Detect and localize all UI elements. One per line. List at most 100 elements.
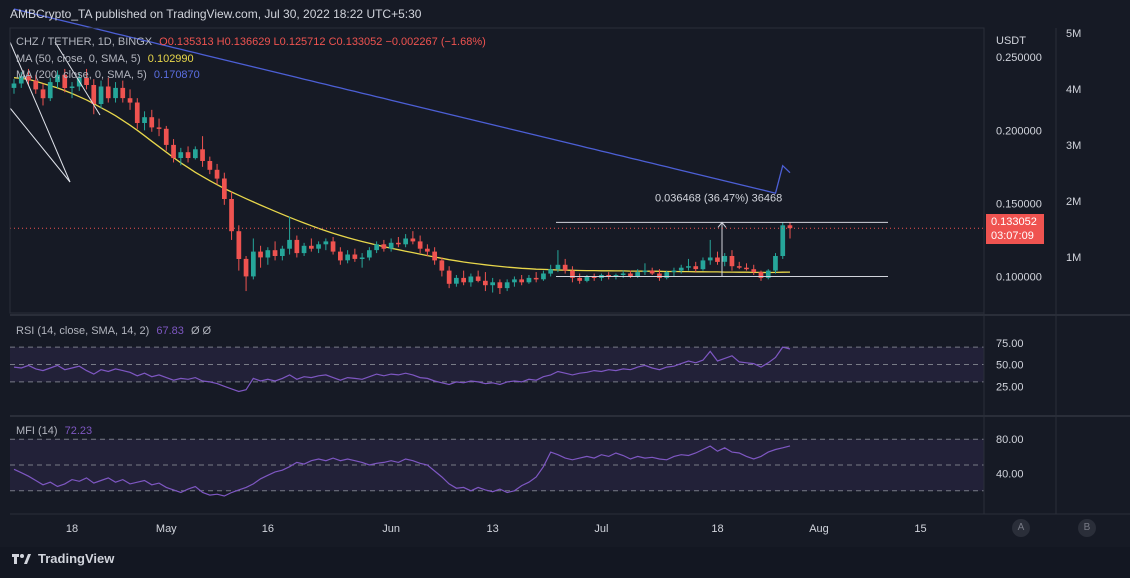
- time-tick-label: 16: [262, 523, 274, 535]
- candle-body: [446, 270, 452, 284]
- candle-body: [461, 277, 466, 283]
- candle-body: [657, 273, 662, 278]
- candle-body: [512, 279, 517, 283]
- candle-body: [214, 169, 220, 179]
- drawing-overlays: 0.036468 (36.47%) 36468: [9, 41, 984, 277]
- candle-body: [483, 280, 488, 286]
- measure-label: 0.036468 (36.47%) 36468: [655, 192, 782, 204]
- price-tick-label: 0.200000: [996, 125, 1042, 137]
- candle-body: [359, 257, 365, 259]
- mfi-line: [13, 445, 791, 497]
- rsi-pane: 75.00 50.00 25.00: [10, 338, 1024, 393]
- candle-body: [526, 277, 532, 283]
- rsi-line: [13, 346, 791, 393]
- candle-body: [707, 257, 713, 261]
- candle-body: [84, 77, 89, 85]
- mfi-legend[interactable]: MFI (14) 72.23: [16, 425, 92, 437]
- ma50-legend[interactable]: MA (50, close, 0, SMA, 5) 0.102990: [16, 53, 194, 65]
- candle-body: [729, 256, 735, 267]
- volume-tick-label: 4M: [1066, 84, 1081, 96]
- mfi-value: 72.23: [64, 425, 93, 437]
- time-tick-label: May: [156, 523, 177, 535]
- mfi-axis-label: 80.00: [996, 434, 1024, 446]
- candle-body: [693, 266, 699, 270]
- time-tick-label: 18: [66, 523, 78, 535]
- trendline-drawing: [9, 41, 71, 183]
- candle-body: [40, 89, 46, 99]
- candle-body: [156, 127, 162, 129]
- candle-body: [258, 251, 263, 258]
- candle-body: [171, 144, 176, 159]
- candle-body: [606, 275, 611, 277]
- price-axis: USDT 0.100000 0.150000 0.200000 0.250000: [996, 35, 1042, 283]
- candle-body: [417, 241, 423, 249]
- candlestick-series: [11, 68, 793, 294]
- time-tick-label: 15: [914, 523, 926, 535]
- scale-b-button[interactable]: B: [1078, 519, 1096, 537]
- ma50-value: 0.102990: [147, 53, 194, 65]
- price-tick-label: 0.100000: [996, 271, 1042, 283]
- candle-body: [26, 76, 31, 81]
- chart-canvas[interactable]: USDT 0.100000 0.150000 0.200000 0.250000 5M 4…: [0, 0, 1130, 547]
- ma50-label: MA (50, close, 0, SMA, 5): [16, 53, 141, 65]
- candle-body: [570, 270, 575, 278]
- candle-body: [280, 248, 285, 256]
- candle-body: [222, 178, 227, 199]
- candle-body: [584, 276, 590, 281]
- candle-body: [113, 87, 118, 99]
- ma200-legend[interactable]: MA (200, close, 0, SMA, 5) 0.170870: [16, 69, 200, 81]
- candle-body: [396, 242, 401, 245]
- auto-scale-button[interactable]: A: [1012, 519, 1030, 537]
- candle-body: [425, 248, 430, 252]
- rsi-axis-label: 50.00: [996, 360, 1024, 372]
- candle-body: [642, 270, 648, 273]
- rsi-axis-label: 75.00: [996, 338, 1024, 350]
- brand-name: TradingView: [38, 551, 115, 566]
- candle-body: [323, 241, 329, 245]
- candle-body: [149, 117, 155, 128]
- candle-body: [178, 152, 184, 158]
- candle-body: [55, 74, 60, 83]
- candle-body: [548, 269, 553, 274]
- rsi-legend[interactable]: RSI (14, close, SMA, 14, 2) 67.83 Ø Ø: [16, 325, 211, 337]
- rsi-label: RSI (14, close, SMA, 14, 2): [16, 325, 150, 337]
- candle-body: [744, 267, 749, 270]
- candle-body: [519, 279, 524, 283]
- candle-body: [722, 256, 728, 262]
- publisher-header: AMBCrypto_TA published on TradingView.co…: [10, 7, 422, 21]
- time-tick-label: Jul: [594, 523, 608, 535]
- candle-body: [338, 251, 343, 261]
- candle-body: [294, 239, 300, 254]
- candle-body: [577, 277, 582, 281]
- pane-frames: [9, 27, 1130, 515]
- symbol-legend[interactable]: CHZ / TETHER, 1D, BINGX O0.135313 H0.136…: [16, 36, 486, 48]
- candle-body: [773, 256, 778, 271]
- candle-body: [787, 225, 793, 229]
- ma50-line: [13, 77, 791, 274]
- candle-body: [700, 260, 706, 270]
- volume-tick-label: 1M: [1066, 252, 1081, 264]
- volume-tick-label: 3M: [1066, 140, 1081, 152]
- bar-countdown: 03:07:09: [991, 230, 1034, 242]
- candle-body: [69, 86, 75, 88]
- time-tick-label: Jun: [382, 523, 400, 535]
- candle-body: [649, 270, 655, 274]
- ma200-label: MA (200, close, 0, SMA, 5): [16, 69, 147, 81]
- candle-body: [127, 98, 133, 103]
- time-tick-label: Aug: [809, 523, 829, 535]
- time-tick-label: 18: [711, 523, 723, 535]
- tradingview-brand[interactable]: TradingView: [12, 551, 114, 566]
- candle-body: [309, 245, 314, 249]
- candle-body: [367, 250, 372, 258]
- tradingview-logo-icon: [12, 553, 31, 564]
- candle-body: [265, 250, 271, 258]
- candle-body: [142, 117, 147, 123]
- candle-body: [11, 83, 17, 88]
- rsi-extra: Ø Ø: [190, 325, 212, 337]
- time-tick-label: 13: [487, 523, 499, 535]
- candle-body: [555, 264, 561, 270]
- time-axis: 18 May 16 Jun 13 Jul 18 Aug 15: [66, 523, 927, 535]
- candle-body: [120, 87, 126, 99]
- candle-body: [98, 86, 104, 104]
- candle-body: [504, 282, 510, 289]
